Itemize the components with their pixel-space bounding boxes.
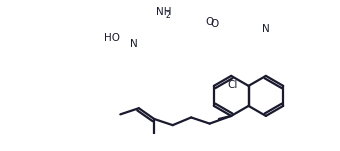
Text: Cl: Cl xyxy=(227,80,238,90)
Text: NH: NH xyxy=(156,7,171,17)
Text: O: O xyxy=(210,19,218,29)
Text: 2: 2 xyxy=(166,11,170,20)
Text: N: N xyxy=(262,24,270,34)
Text: N: N xyxy=(130,39,137,49)
Text: HO: HO xyxy=(104,33,120,43)
Text: O: O xyxy=(205,17,214,27)
